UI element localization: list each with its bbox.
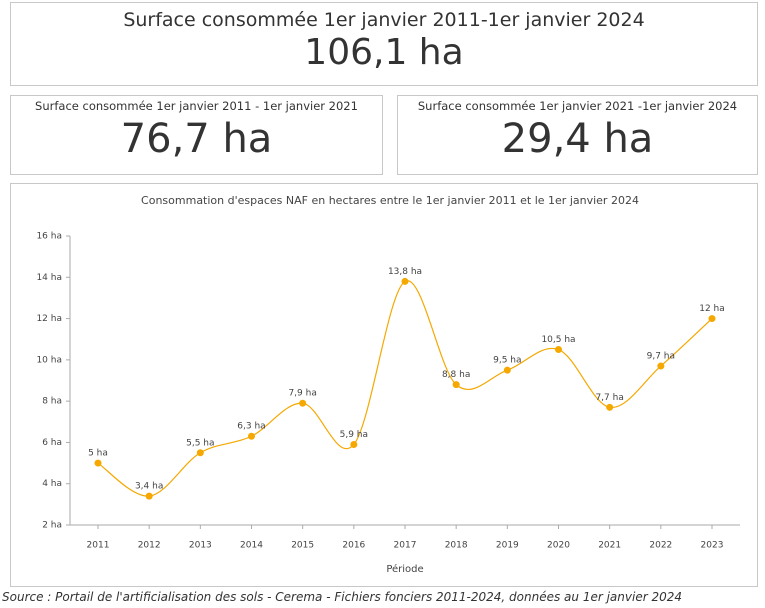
point <box>248 432 255 440</box>
y-tick-label: 6 ha <box>42 438 62 448</box>
point <box>503 366 511 374</box>
point <box>350 440 358 448</box>
data-label: 5,9 ha <box>340 430 368 440</box>
kpi-card: Surface consommée 1er janvier 2011 - 1er… <box>10 95 383 175</box>
data-label: 8,8 ha <box>442 370 470 380</box>
point <box>299 399 307 407</box>
x-tick-label: 2017 <box>394 541 417 551</box>
y-tick-label: 14 ha <box>36 273 62 283</box>
x-tick-label: 2013 <box>189 541 212 551</box>
x-tick-label: 2012 <box>138 541 161 551</box>
point <box>555 346 562 354</box>
data-label: 9,7 ha <box>647 352 675 362</box>
data-label: 9,5 ha <box>493 356 521 366</box>
data-label: 5 ha <box>88 449 108 459</box>
point <box>657 362 665 370</box>
x-tick-label: 2022 <box>649 541 672 551</box>
kpi-value: 106,1 ha <box>304 32 464 73</box>
kpi-card: Surface consommée 1er janvier 2011-1er j… <box>10 2 758 86</box>
kpi-title: Surface consommée 1er janvier 2021 -1er … <box>417 99 738 113</box>
data-label: 10,5 ha <box>541 335 575 345</box>
kpi-title: Surface consommée 1er janvier 2011-1er j… <box>123 9 645 31</box>
line <box>97 280 713 497</box>
y-tick-label: 4 ha <box>42 479 62 489</box>
data-label: 7,9 ha <box>288 389 316 399</box>
y-tick-label: 12 ha <box>36 314 62 324</box>
kpi-title: Surface consommée 1er janvier 2011 - 1er… <box>35 99 358 113</box>
point <box>145 492 153 500</box>
data-label: 3,4 ha <box>135 482 163 492</box>
data-label: 7,7 ha <box>595 393 623 403</box>
x-tick-label: 2018 <box>445 541 468 551</box>
y-tick-label: 16 ha <box>36 232 62 242</box>
kpi-value: 76,7 ha <box>120 116 273 162</box>
y-tick-label: 2 ha <box>42 521 62 531</box>
point <box>196 449 204 457</box>
x-tick-label: 2014 <box>240 541 263 551</box>
x-tick-label: 2019 <box>496 541 519 551</box>
x-tick-label: 2021 <box>598 541 621 551</box>
chart-title: Consommation d'espaces NAF en hectares e… <box>141 194 639 207</box>
chart-panel <box>10 183 758 587</box>
kpi-value: 29,4 ha <box>501 116 654 162</box>
point <box>401 277 409 285</box>
y-tick-label: 8 ha <box>42 397 62 407</box>
x-tick-label: 2015 <box>291 541 314 551</box>
x-tick-label: 2011 <box>87 541 110 551</box>
point <box>94 459 102 467</box>
data-label: 13,8 ha <box>388 267 422 277</box>
y-tick-label: 10 ha <box>36 355 62 365</box>
chart: Consommation d'espaces NAF en hectares e… <box>36 194 740 575</box>
data-label: 12 ha <box>699 304 725 314</box>
data-label: 6,3 ha <box>237 422 265 432</box>
x-tick-label: 2023 <box>701 541 724 551</box>
data-label: 5,5 ha <box>186 438 214 448</box>
point <box>708 315 716 323</box>
kpi-card: Surface consommée 1er janvier 2021 -1er … <box>397 95 758 175</box>
x-tick-label: 2020 <box>547 541 570 551</box>
point <box>606 403 614 411</box>
source-note: Source : Portail de l'artificialisation … <box>2 590 682 604</box>
x-axis-label: Période <box>386 563 423 575</box>
point <box>452 381 460 389</box>
x-tick-label: 2016 <box>342 541 365 551</box>
